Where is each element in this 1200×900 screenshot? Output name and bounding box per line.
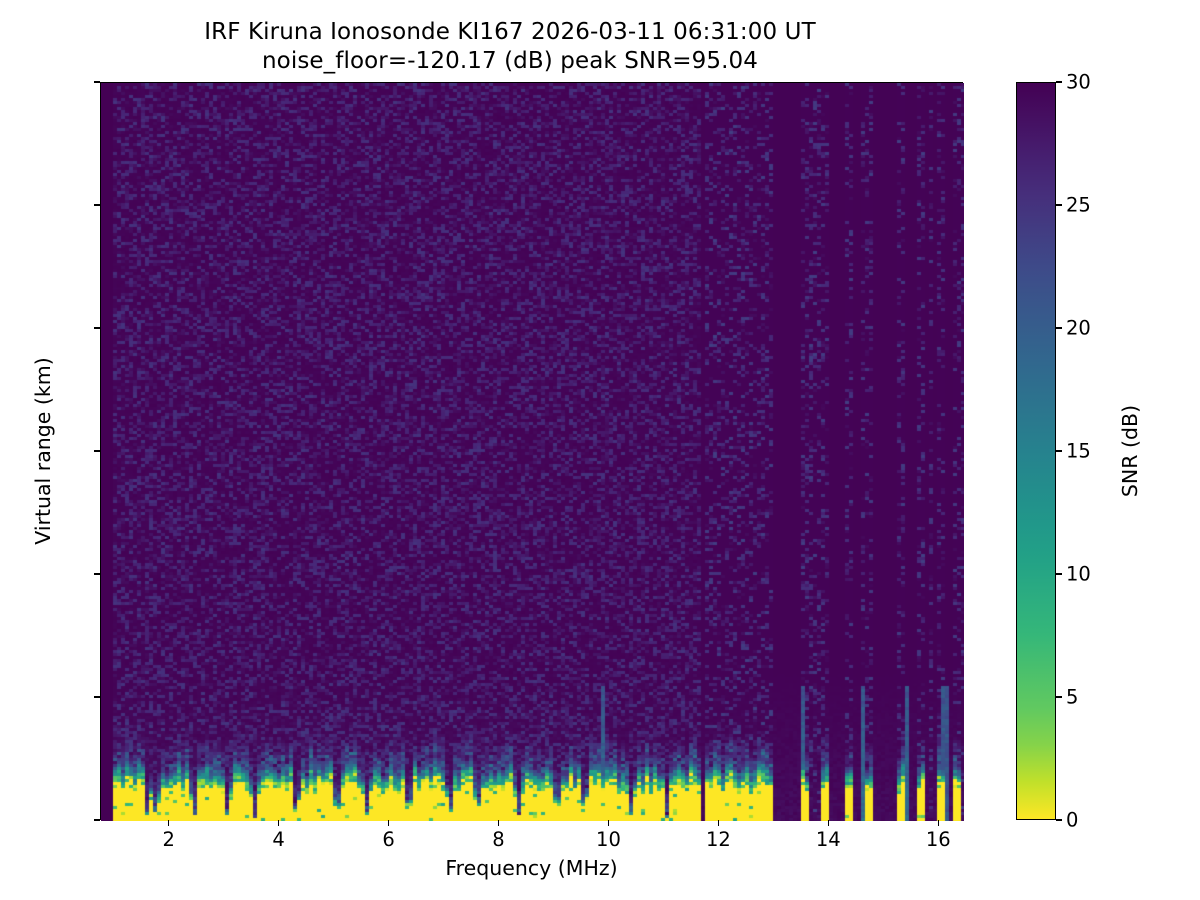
colorbar-tick-label: 30 bbox=[1066, 70, 1091, 94]
colorbar-tick-label: 5 bbox=[1066, 685, 1079, 709]
colorbar-tick-mark bbox=[1056, 327, 1062, 329]
colorbar-tick-label: 25 bbox=[1066, 193, 1091, 217]
title-line-2: noise_floor=-120.17 (dB) peak SNR=95.04 bbox=[261, 48, 759, 75]
colorbar bbox=[1016, 82, 1056, 820]
colorbar-tick-mark bbox=[1056, 819, 1062, 821]
y-axis-tick-mark bbox=[94, 204, 100, 206]
colorbar-tick-mark bbox=[1056, 81, 1062, 83]
y-axis-tick-mark bbox=[94, 573, 100, 575]
colorbar-tick-mark bbox=[1056, 696, 1062, 698]
y-axis-tick-mark bbox=[94, 696, 100, 698]
colorbar-gradient bbox=[1017, 83, 1055, 819]
x-axis-tick-label: 6 bbox=[382, 828, 395, 851]
x-axis-tick-mark bbox=[717, 820, 720, 826]
x-axis-tick-label: 2 bbox=[162, 828, 175, 851]
x-axis-tick-mark bbox=[497, 820, 500, 826]
y-axis-tick-mark bbox=[94, 327, 100, 329]
x-axis-tick-mark bbox=[607, 820, 610, 826]
colorbar-tick-mark bbox=[1056, 450, 1062, 452]
x-axis-tick-label: 14 bbox=[815, 828, 841, 851]
y-axis-tick-mark bbox=[94, 819, 100, 821]
x-axis-tick-mark bbox=[827, 820, 830, 826]
y-axis-label: Virtual range (km) bbox=[31, 357, 55, 545]
colorbar-tick-mark bbox=[1056, 204, 1062, 206]
colorbar-tick-label: 0 bbox=[1066, 808, 1079, 832]
ionogram-heatmap-canvas bbox=[101, 83, 964, 821]
colorbar-tick-label: 20 bbox=[1066, 316, 1091, 340]
x-axis-tick-mark bbox=[387, 820, 390, 826]
x-axis-tick-label: 16 bbox=[925, 828, 951, 851]
x-axis-tick-mark bbox=[937, 820, 939, 826]
x-axis-tick-mark bbox=[278, 820, 280, 826]
colorbar-tick-mark bbox=[1056, 573, 1062, 575]
x-axis-label: Frequency (MHz) bbox=[445, 856, 618, 880]
colorbar-tick-label: 10 bbox=[1066, 562, 1091, 586]
x-axis-tick-label: 4 bbox=[272, 828, 285, 851]
y-axis-tick-mark bbox=[94, 81, 100, 83]
x-axis-tick-mark bbox=[168, 820, 170, 826]
title-line-1: IRF Kiruna Ionosonde KI167 2026-03-11 06… bbox=[204, 19, 816, 45]
x-axis-tick-label: 12 bbox=[705, 828, 731, 851]
ionogram-plot-area bbox=[100, 82, 964, 821]
figure-title: IRF Kiruna Ionosonde KI167 2026-03-11 06… bbox=[0, 18, 1020, 77]
x-axis-tick-label: 8 bbox=[492, 828, 505, 851]
x-axis-tick-label: 10 bbox=[596, 828, 621, 851]
colorbar-tick-label: 15 bbox=[1066, 439, 1091, 463]
y-axis-tick-mark bbox=[94, 450, 100, 452]
colorbar-label: SNR (dB) bbox=[1118, 404, 1142, 498]
